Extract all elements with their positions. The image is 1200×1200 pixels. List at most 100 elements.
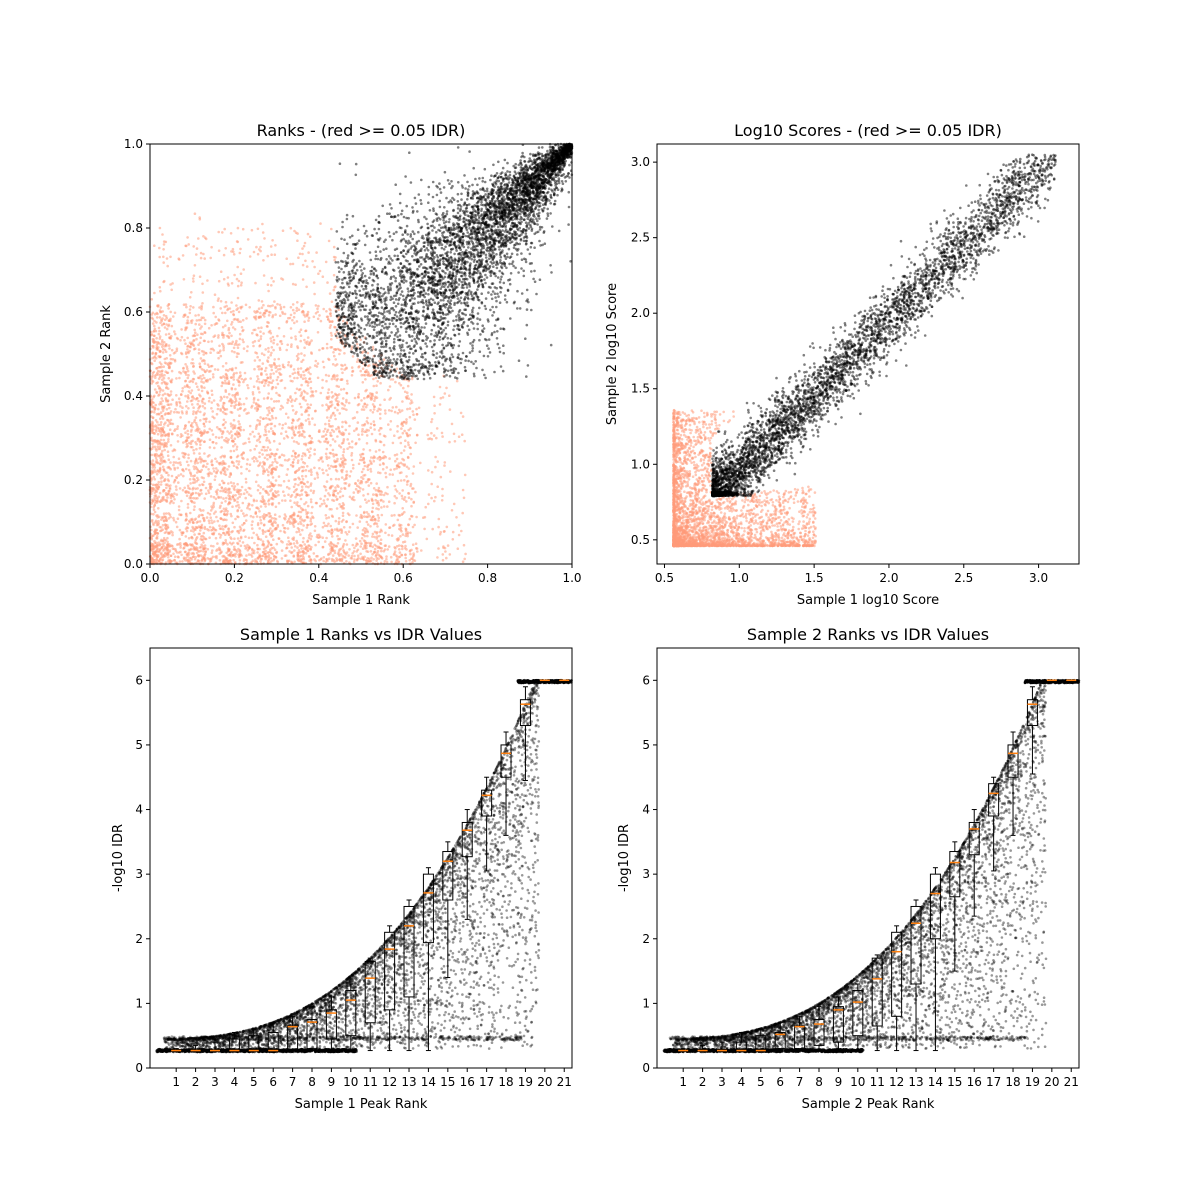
- ranks-low-idr-point: [395, 405, 398, 409]
- ranks-low-idr-point: [372, 420, 376, 423]
- ranks-low-idr-point: [205, 431, 209, 434]
- ranks-low-idr-point: [287, 426, 291, 429]
- ranks-low-idr-point: [284, 412, 288, 416]
- ranks-low-idr-point: [327, 492, 330, 495]
- ranks-low-idr-point: [156, 454, 159, 457]
- ranks-low-idr-point: [348, 424, 351, 428]
- ranks-low-idr-point: [162, 365, 165, 369]
- ranks-low-idr-point: [462, 543, 466, 547]
- ranks-low-idr-point: [387, 423, 390, 426]
- ranks-low-idr-point: [310, 522, 314, 526]
- ranks-low-idr-point: [448, 394, 451, 398]
- ranks-low-idr-point: [152, 340, 155, 344]
- ranks-low-idr-point: [162, 548, 166, 551]
- ranks-low-idr-point: [339, 378, 343, 382]
- ranks-low-idr-point: [303, 435, 306, 439]
- ranks-low-idr-point: [341, 319, 345, 323]
- ranks-low-idr-point: [270, 253, 273, 256]
- ranks-low-idr-point: [184, 351, 188, 354]
- ranks-low-idr-point: [365, 442, 369, 445]
- ranks-low-idr-point: [250, 523, 254, 527]
- ranks-low-idr-point: [219, 472, 223, 475]
- ranks-low-idr-point: [237, 279, 241, 283]
- ranks-low-idr-point: [379, 471, 382, 475]
- ranks-low-idr-point: [175, 488, 178, 491]
- ranks-low-idr-point: [356, 526, 360, 529]
- ranks-low-idr-point: [308, 450, 311, 454]
- ranks-low-idr-point: [233, 328, 237, 331]
- ranks-low-idr-point: [365, 501, 368, 504]
- ranks-low-idr-point: [393, 434, 396, 438]
- ranks-low-idr-point: [304, 501, 308, 504]
- ranks-low-idr-point: [296, 493, 300, 497]
- ranks-low-idr-point: [254, 315, 258, 318]
- ranks-low-idr-point: [186, 400, 189, 403]
- ranks-low-idr-point: [243, 544, 247, 548]
- ranks-low-idr-point: [354, 537, 358, 540]
- ranks-low-idr-point: [298, 434, 301, 438]
- ranks-low-idr-point: [153, 539, 156, 543]
- ranks-low-idr-point: [190, 433, 193, 437]
- ranks-low-idr-point: [175, 394, 178, 397]
- ranks-low-idr-point: [258, 391, 261, 394]
- ranks-low-idr-point: [405, 397, 409, 400]
- ranks-low-idr-point: [163, 382, 167, 385]
- ranks-low-idr-point: [398, 408, 401, 412]
- ranks-low-idr-point: [232, 318, 236, 321]
- ranks-low-idr-point: [411, 487, 414, 490]
- ranks-low-idr-point: [287, 361, 291, 364]
- ranks-low-idr-point: [220, 384, 223, 388]
- ranks-low-idr-point: [260, 306, 264, 310]
- ranks-low-idr-point: [306, 448, 310, 452]
- ranks-low-idr-point: [151, 518, 154, 522]
- ranks-low-idr-point: [251, 331, 254, 335]
- ranks-low-idr-point: [261, 222, 264, 226]
- ranks-low-idr-point: [358, 458, 362, 462]
- ranks-low-idr-point: [173, 429, 176, 433]
- ranks-low-idr-point: [309, 454, 312, 457]
- ranks-low-idr-point: [160, 381, 164, 385]
- ranks-low-idr-point: [344, 420, 347, 424]
- ranks-low-idr-point: [234, 555, 237, 558]
- ranks-low-idr-point: [203, 497, 206, 500]
- ranks-low-idr-point: [241, 541, 245, 544]
- ranks-low-idr-point: [168, 336, 171, 339]
- ranks-low-idr-point: [359, 545, 363, 548]
- ranks-low-idr-point: [305, 285, 308, 289]
- ranks-low-idr-point: [226, 512, 229, 516]
- ranks-low-idr-point: [430, 482, 434, 486]
- ranks-high-idr-point: [483, 278, 486, 281]
- ranks-low-idr-point: [199, 256, 203, 260]
- ranks-low-idr-point: [212, 335, 215, 339]
- ranks-low-idr-point: [176, 425, 180, 428]
- ranks-low-idr-point: [186, 555, 189, 558]
- ranks-low-idr-point: [199, 410, 202, 414]
- ranks-low-idr-point: [299, 559, 302, 563]
- ranks-low-idr-point: [310, 352, 314, 355]
- ranks-low-idr-point: [287, 363, 290, 367]
- ranks-low-idr-point: [411, 555, 415, 558]
- ranks-low-idr-point: [225, 530, 229, 534]
- ranks-low-idr-point: [219, 300, 223, 303]
- ranks-low-idr-point: [199, 336, 202, 340]
- ranks-low-idr-point: [261, 417, 265, 421]
- ranks-low-idr-point: [165, 499, 168, 503]
- ranks-low-idr-point: [197, 492, 200, 495]
- ranks-low-idr-point: [386, 548, 390, 551]
- ranks-low-idr-point: [387, 500, 391, 504]
- ranks-low-idr-point: [192, 452, 196, 455]
- ranks-low-idr-point: [174, 520, 178, 524]
- ranks-low-idr-point: [255, 506, 258, 510]
- ranks-low-idr-point: [259, 337, 263, 341]
- ranks-low-idr-point: [238, 422, 241, 426]
- ranks-low-idr-point: [360, 430, 364, 433]
- ranks-low-idr-point: [252, 460, 256, 463]
- ranks-low-idr-point: [359, 505, 362, 508]
- ranks-low-idr-point: [269, 448, 272, 452]
- ranks-low-idr-point: [159, 421, 163, 424]
- ranks-low-idr-point: [399, 441, 403, 445]
- ranks-low-idr-point: [231, 367, 234, 370]
- ranks-low-idr-point: [151, 459, 155, 462]
- ranks-low-idr-point: [197, 437, 201, 441]
- ranks-low-idr-point: [293, 321, 296, 325]
